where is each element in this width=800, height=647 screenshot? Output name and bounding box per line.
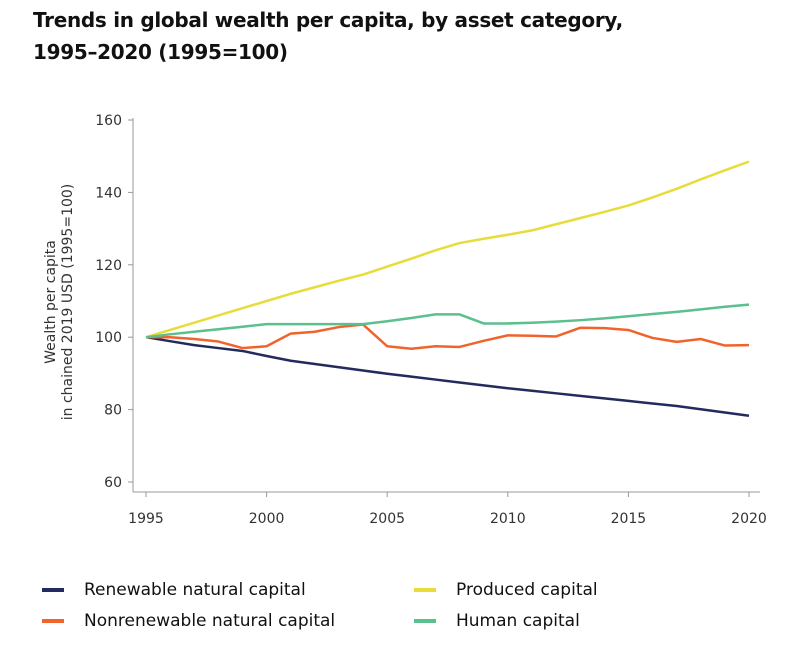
series-line-renewable-natural-capital <box>145 335 750 417</box>
legend-item-renewable: Renewable natural capital <box>42 580 306 600</box>
x-tick-label: 2010 <box>490 511 526 527</box>
legend-item-produced: Produced capital <box>414 580 598 600</box>
legend-label: Nonrenewable natural capital <box>84 611 336 631</box>
y-tick-label: 140 <box>95 185 122 201</box>
x-tick-label: 2015 <box>611 511 647 527</box>
y-tick-label: 160 <box>95 113 122 129</box>
title-line-2: 1995–2020 (1995=100) <box>33 40 288 64</box>
legend-item-human: Human capital <box>414 611 580 631</box>
legend-swatch <box>414 588 436 592</box>
series-line-human-capital <box>145 303 750 339</box>
legend-item-nonrenewable: Nonrenewable natural capital <box>42 611 335 631</box>
y-tick-label: 100 <box>95 330 122 346</box>
title-line-1: Trends in global wealth per capita, by a… <box>33 8 623 32</box>
legend-label: Renewable natural capital <box>84 580 306 600</box>
legend-swatch <box>42 588 64 592</box>
x-tick-label: 1995 <box>128 511 164 527</box>
chart-title: Trends in global wealth per capita, by a… <box>33 4 673 68</box>
y-tick-label: 60 <box>104 475 122 491</box>
legend-label: Human capital <box>456 611 580 631</box>
y-axis-label: in chained 2019 USD (1995=100) <box>60 184 76 421</box>
y-tick-label: 120 <box>95 258 122 274</box>
legend-label: Produced capital <box>456 580 598 600</box>
series-line-nonrenewable-natural-capital <box>146 323 750 351</box>
x-tick-label: 2020 <box>731 511 767 527</box>
x-tick-label: 2000 <box>249 511 285 527</box>
legend-swatch <box>414 619 436 623</box>
y-axis-label: Wealth per capita <box>43 240 59 364</box>
series-line-produced-capital <box>145 160 750 339</box>
legend-swatch <box>42 619 64 623</box>
y-tick-label: 80 <box>104 403 122 419</box>
x-tick-label: 2005 <box>369 511 405 527</box>
